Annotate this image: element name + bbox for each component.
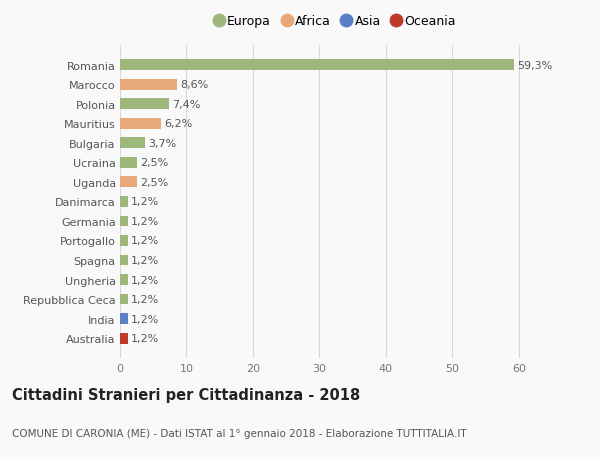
- Bar: [120, 235, 128, 246]
- Bar: [120, 118, 161, 129]
- Legend: Europa, Africa, Asia, Oceania: Europa, Africa, Asia, Oceania: [212, 11, 460, 32]
- Bar: [120, 274, 128, 285]
- Bar: [120, 294, 128, 305]
- Text: 7,4%: 7,4%: [173, 100, 201, 109]
- Text: 59,3%: 59,3%: [517, 61, 553, 70]
- Text: 1,2%: 1,2%: [131, 236, 160, 246]
- Text: 6,2%: 6,2%: [164, 119, 193, 129]
- Text: COMUNE DI CARONIA (ME) - Dati ISTAT al 1° gennaio 2018 - Elaborazione TUTTITALIA: COMUNE DI CARONIA (ME) - Dati ISTAT al 1…: [12, 428, 467, 438]
- Text: 1,2%: 1,2%: [131, 275, 160, 285]
- Text: 1,2%: 1,2%: [131, 197, 160, 207]
- Bar: [120, 157, 137, 168]
- Text: 1,2%: 1,2%: [131, 334, 160, 343]
- Bar: [120, 79, 177, 90]
- Text: 2,5%: 2,5%: [140, 178, 168, 187]
- Text: 1,2%: 1,2%: [131, 217, 160, 226]
- Text: 2,5%: 2,5%: [140, 158, 168, 168]
- Bar: [120, 216, 128, 227]
- Text: Cittadini Stranieri per Cittadinanza - 2018: Cittadini Stranieri per Cittadinanza - 2…: [12, 387, 360, 403]
- Bar: [120, 313, 128, 325]
- Bar: [120, 177, 137, 188]
- Text: 1,2%: 1,2%: [131, 295, 160, 304]
- Bar: [120, 138, 145, 149]
- Bar: [120, 99, 169, 110]
- Text: 3,7%: 3,7%: [148, 139, 176, 148]
- Text: 1,2%: 1,2%: [131, 314, 160, 324]
- Text: 1,2%: 1,2%: [131, 256, 160, 265]
- Bar: [120, 333, 128, 344]
- Text: 8,6%: 8,6%: [181, 80, 209, 90]
- Bar: [120, 196, 128, 207]
- Bar: [120, 60, 514, 71]
- Bar: [120, 255, 128, 266]
